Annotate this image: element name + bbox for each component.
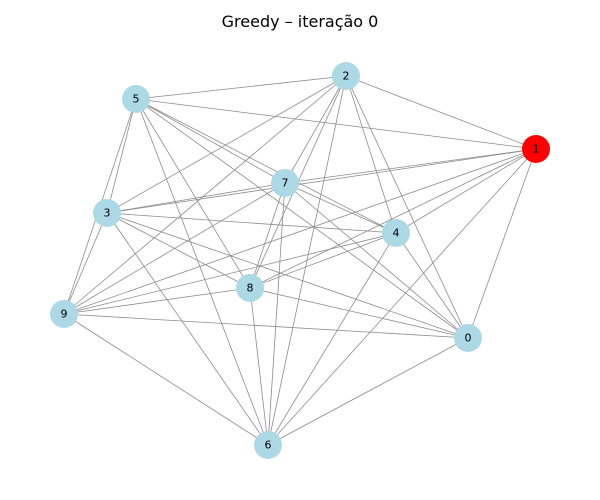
graph-nodes: 0 1 2 3 4 5 6 7 8 9	[50, 62, 550, 459]
graph-edges	[63, 75, 537, 446]
edge-8-0	[249, 287, 469, 339]
edge-7-4	[284, 182, 397, 234]
edge-2-4	[345, 75, 397, 234]
edge-2-9	[63, 75, 347, 315]
edge-1-4	[395, 148, 537, 234]
diagram-title: Greedy – iteração 0	[221, 12, 379, 31]
node-circle-0	[454, 324, 482, 352]
node-label-2: 2	[343, 70, 350, 83]
edge-5-3	[106, 98, 137, 214]
node-label-6: 6	[265, 439, 272, 452]
node-circle-5	[122, 85, 150, 113]
edge-1-0	[467, 148, 537, 339]
node-circle-7	[271, 169, 299, 197]
edge-4-0	[395, 232, 469, 339]
edge-2-7	[284, 75, 347, 184]
node-4: 4	[382, 219, 410, 247]
node-label-3: 3	[104, 207, 111, 220]
edge-3-8	[106, 212, 251, 289]
node-6: 6	[254, 431, 282, 459]
edge-3-0	[106, 212, 469, 339]
edge-9-0	[63, 313, 469, 339]
edge-5-0	[135, 98, 469, 339]
edge-2-0	[345, 75, 469, 339]
edge-5-8	[135, 98, 251, 289]
node-label-5: 5	[133, 93, 140, 106]
node-7: 7	[271, 169, 299, 197]
edge-6-0	[267, 337, 469, 446]
edge-7-6	[267, 182, 286, 446]
edge-1-7	[284, 148, 537, 184]
edge-5-4	[135, 98, 397, 234]
edge-5-6	[135, 98, 269, 446]
node-3: 3	[93, 199, 121, 227]
node-circle-6	[254, 431, 282, 459]
edge-1-6	[267, 148, 537, 446]
node-9: 9	[50, 300, 78, 328]
edge-3-6	[106, 212, 269, 446]
node-2: 2	[332, 62, 360, 90]
edge-3-4	[106, 212, 397, 234]
node-circle-2	[332, 62, 360, 90]
edge-7-0	[284, 182, 469, 339]
edge-2-1	[345, 75, 537, 150]
node-label-0: 0	[465, 332, 472, 345]
edge-4-9	[63, 232, 397, 315]
edge-7-3	[106, 182, 286, 214]
node-label-7: 7	[282, 177, 289, 190]
node-circle-1	[522, 135, 550, 163]
edge-1-9	[63, 148, 537, 315]
node-label-8: 8	[247, 282, 254, 295]
node-8: 8	[236, 274, 264, 302]
edge-8-6	[249, 287, 269, 446]
node-label-1: 1	[533, 143, 540, 156]
node-circle-4	[382, 219, 410, 247]
edge-4-8	[249, 232, 397, 289]
node-circle-3	[93, 199, 121, 227]
node-0: 0	[454, 324, 482, 352]
edge-9-6	[63, 313, 269, 446]
node-5: 5	[122, 85, 150, 113]
edge-1-3	[106, 148, 537, 214]
edge-5-2	[135, 75, 347, 100]
edge-9-8	[63, 287, 251, 315]
edge-3-9	[63, 212, 108, 315]
edge-1-8	[249, 148, 537, 289]
edge-2-3	[106, 75, 347, 214]
node-label-9: 9	[61, 308, 68, 321]
edge-5-7	[135, 98, 286, 184]
edge-7-8	[249, 182, 286, 289]
node-circle-8	[236, 274, 264, 302]
edge-4-6	[267, 232, 397, 446]
node-circle-9	[50, 300, 78, 328]
node-label-4: 4	[393, 227, 400, 240]
node-1: 1	[522, 135, 550, 163]
